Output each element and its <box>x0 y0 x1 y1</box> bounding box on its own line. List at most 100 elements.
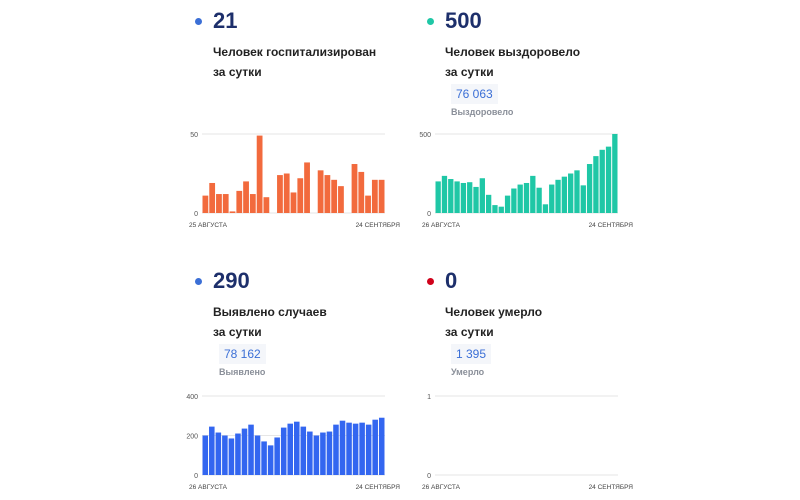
bar <box>249 194 256 213</box>
bar <box>254 435 261 475</box>
bar <box>504 195 511 213</box>
bar <box>561 176 568 213</box>
bar <box>280 427 287 475</box>
bar <box>241 428 248 475</box>
deaths-count: 0 <box>445 268 458 293</box>
bar <box>530 175 536 213</box>
bar <box>372 419 378 475</box>
y-tick-label: 1 <box>427 394 431 401</box>
bullet-dot <box>195 278 202 285</box>
x-end-label: 24 СЕНТЯБРЯ <box>589 222 634 229</box>
bar <box>304 162 310 213</box>
bar <box>324 175 331 213</box>
bar <box>202 435 209 475</box>
y-tick-label: 0 <box>194 211 198 218</box>
y-tick-label: 0 <box>194 473 198 480</box>
bar <box>586 164 593 213</box>
bar <box>236 190 243 213</box>
cases-chart: 0 200 400 26 АВГУСТА 24 СЕНТЯБРЯ <box>186 394 401 491</box>
bar <box>378 179 385 213</box>
bar <box>441 175 448 213</box>
bar <box>229 211 236 213</box>
bar <box>243 181 249 213</box>
bar <box>599 149 605 213</box>
x-start-label: 26 АВГУСТА <box>422 484 461 491</box>
bar <box>313 435 320 475</box>
hospitalized-count: 21 <box>213 8 238 33</box>
bar <box>248 424 254 475</box>
y-tick-label: 400 <box>186 394 198 401</box>
bar <box>555 179 561 213</box>
deaths-description: Человек умерло за сутки <box>445 305 543 339</box>
bar <box>307 431 313 475</box>
bar <box>256 135 263 213</box>
bar <box>511 188 517 213</box>
bar <box>568 173 574 213</box>
bar <box>365 424 372 475</box>
bar <box>326 431 333 475</box>
y-tick-label: 0 <box>427 211 431 218</box>
bar <box>283 173 290 213</box>
deaths-total-label: Умерло <box>451 367 485 377</box>
cases-count: 290 <box>213 268 250 293</box>
bar <box>222 435 228 475</box>
hospitalized-chart: 0 50 25 АВГУСТА 24 СЕНТЯБРЯ <box>189 132 401 229</box>
bar <box>448 179 454 213</box>
bar <box>297 178 304 213</box>
bar <box>359 422 365 475</box>
bar <box>277 175 283 213</box>
bar <box>605 146 612 213</box>
bar <box>549 184 555 213</box>
deaths-total: 1 395 <box>451 344 492 364</box>
bar <box>338 186 344 213</box>
bar <box>542 204 549 213</box>
bar <box>460 182 467 213</box>
bar <box>479 178 485 213</box>
bar <box>346 422 352 475</box>
cases-total-label: Выявлено <box>219 367 266 377</box>
x-end-label: 24 СЕНТЯБРЯ <box>356 222 401 229</box>
bar <box>492 205 498 213</box>
bar <box>290 192 297 213</box>
bar <box>435 181 441 213</box>
bar <box>580 185 586 213</box>
recovered-total-label: Выздоровело <box>451 107 514 117</box>
x-end-label: 24 СЕНТЯБРЯ <box>589 484 634 491</box>
bar <box>294 421 300 475</box>
bar <box>317 170 324 213</box>
recovered-count: 500 <box>445 8 482 33</box>
bar <box>378 417 385 475</box>
bar <box>612 134 618 213</box>
bullet-dot <box>427 18 434 25</box>
bar <box>352 423 359 475</box>
bar <box>216 194 222 213</box>
y-tick-label: 200 <box>186 434 198 441</box>
bar <box>209 426 215 475</box>
bar <box>202 195 209 213</box>
bar <box>473 186 479 213</box>
y-tick-label: 50 <box>190 132 198 139</box>
cases-total: 78 162 <box>219 344 266 364</box>
bar <box>523 182 530 213</box>
bar <box>574 170 580 213</box>
bar <box>485 194 492 213</box>
bar <box>536 187 542 213</box>
recovered-total: 76 063 <box>451 84 498 104</box>
bar <box>209 182 216 213</box>
x-end-label: 24 СЕНТЯБРЯ <box>356 484 401 491</box>
bar <box>235 433 241 475</box>
x-start-label: 25 АВГУСТА <box>189 222 228 229</box>
bullet-dot <box>427 278 434 285</box>
bar <box>228 438 235 475</box>
bar <box>261 441 267 475</box>
bar <box>222 194 229 213</box>
recovered-chart: 0 500 26 АВГУСТА 24 СЕНТЯБРЯ <box>419 132 634 229</box>
bar <box>267 445 274 475</box>
deaths-chart: 0 1 26 АВГУСТА 24 СЕНТЯБРЯ <box>422 394 634 491</box>
bar <box>333 424 339 475</box>
bar <box>331 179 338 213</box>
bar <box>320 432 326 475</box>
bar <box>351 164 358 213</box>
bar <box>365 195 371 213</box>
bar <box>215 432 222 475</box>
